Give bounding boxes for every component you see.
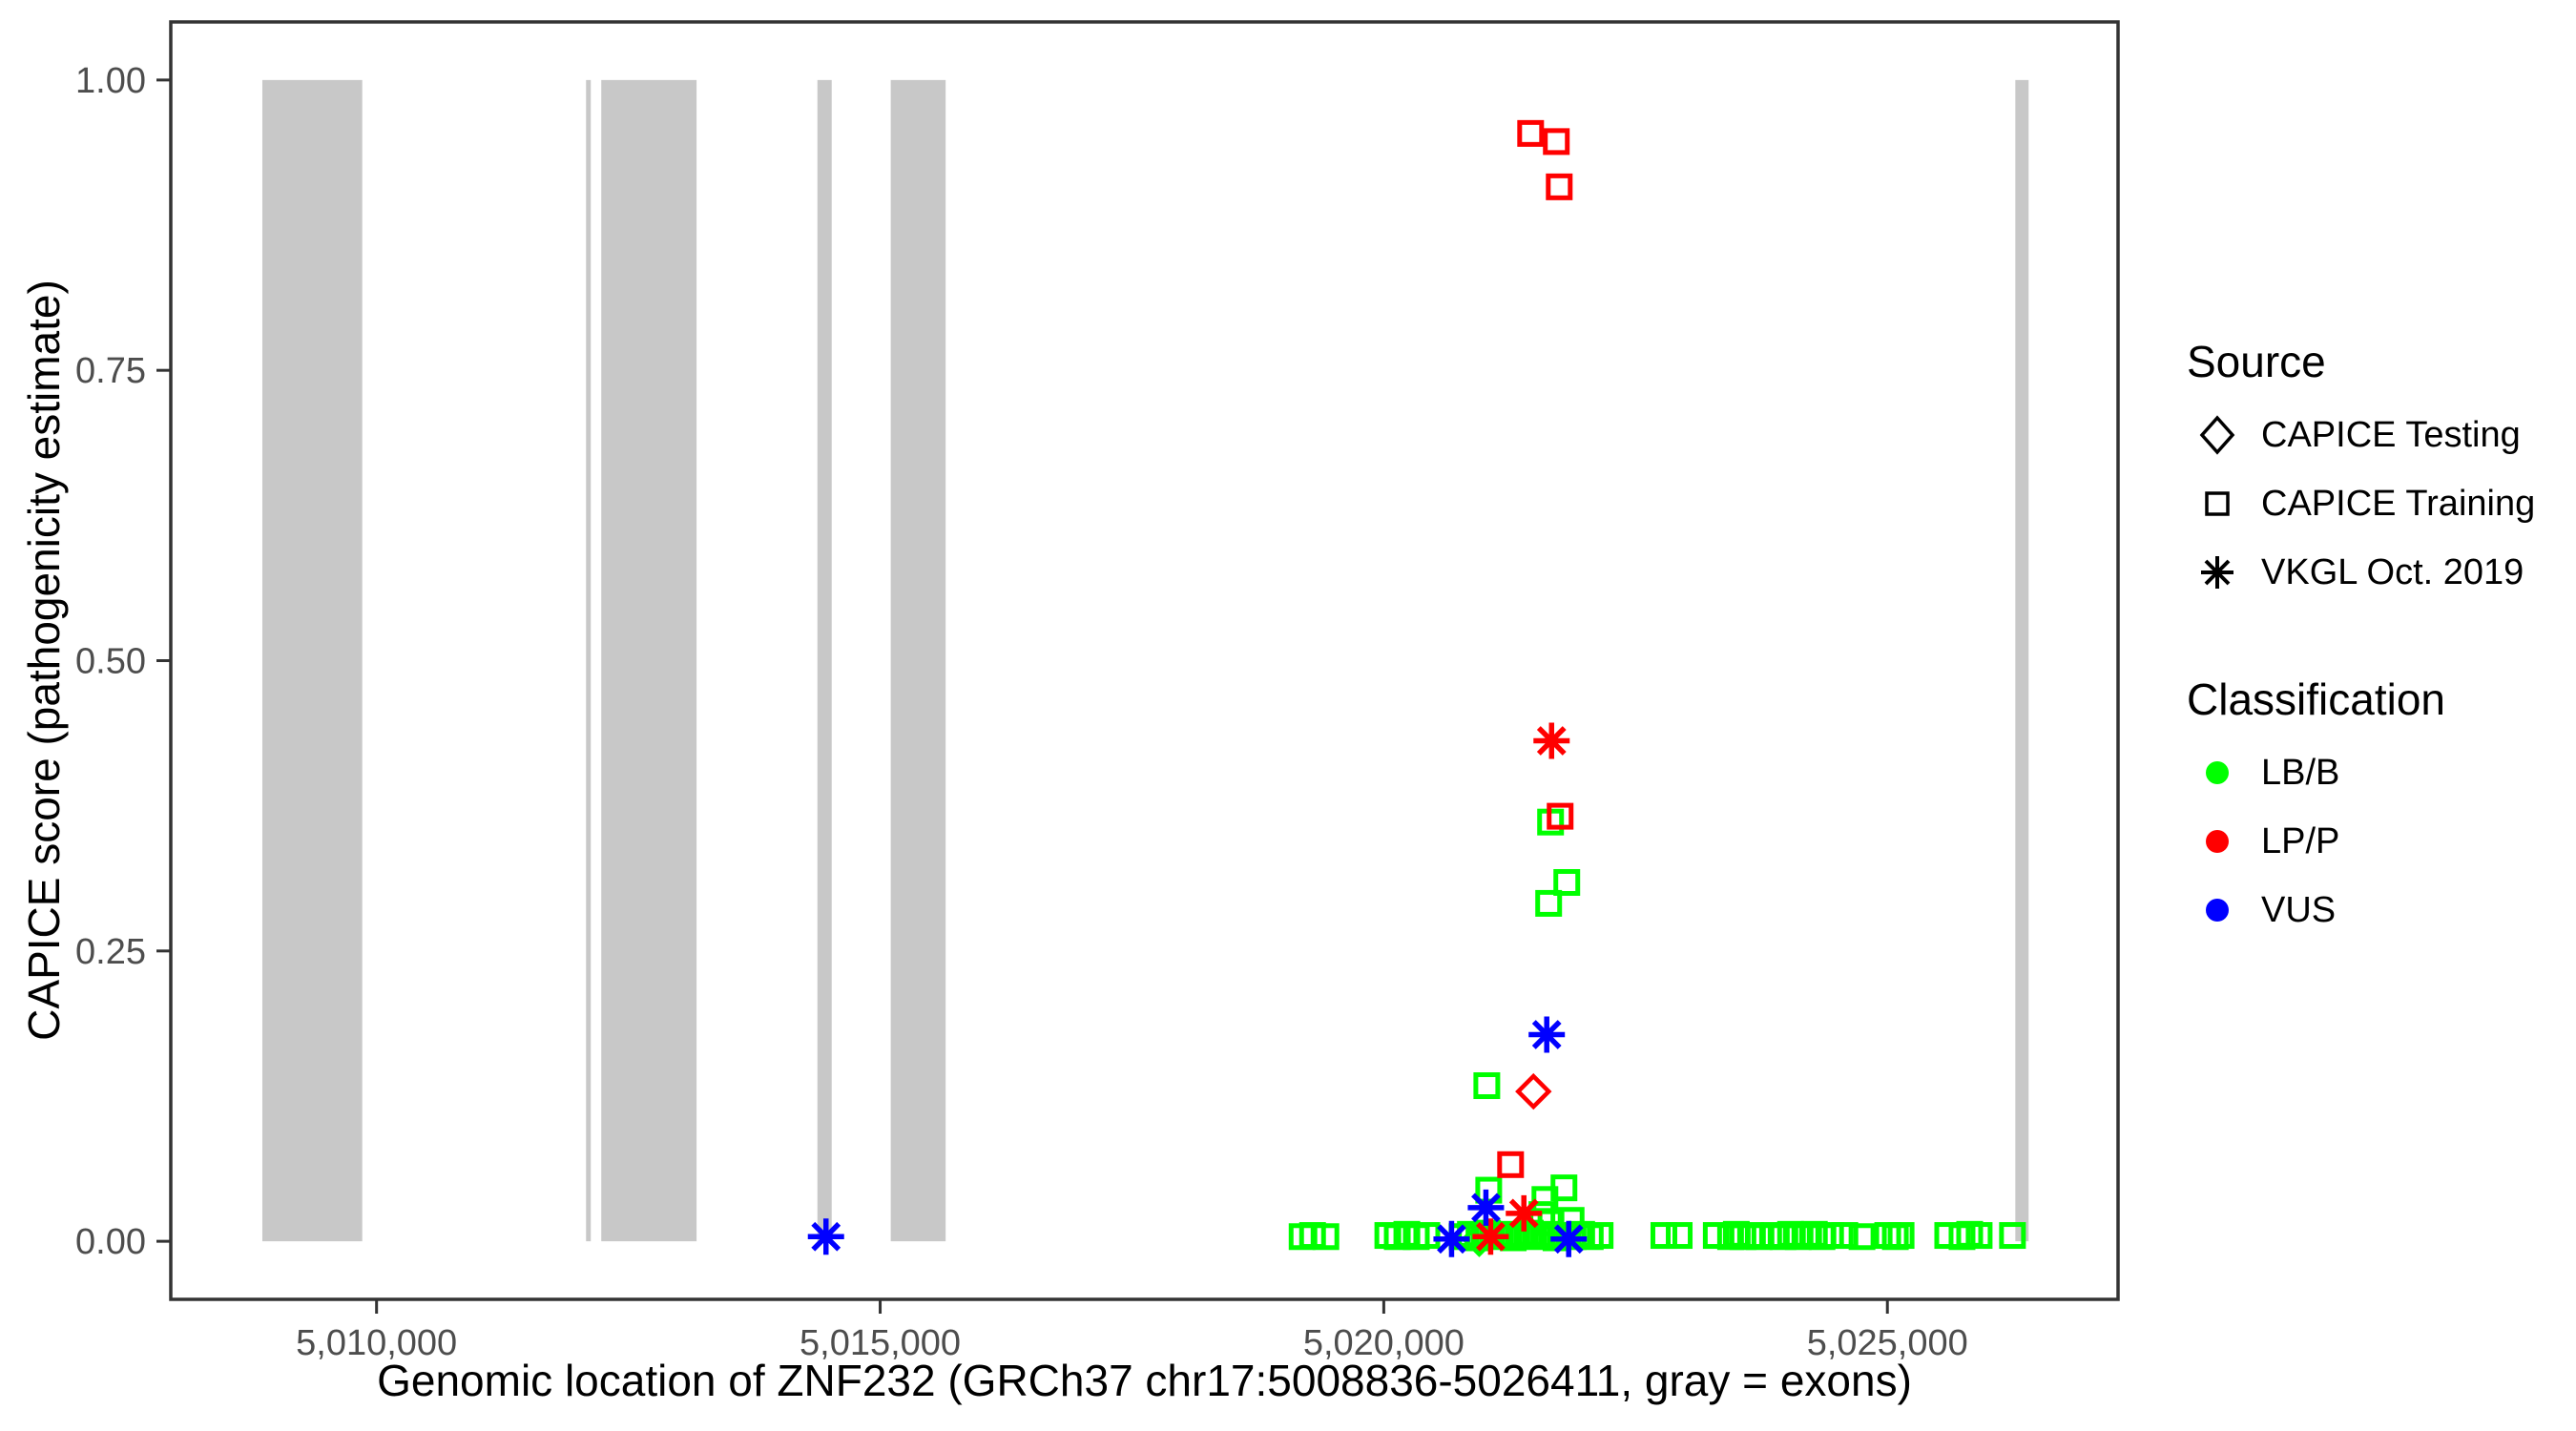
data-point	[1433, 1220, 1470, 1257]
exon-band	[586, 79, 592, 1242]
x-tick-label: 5,010,000	[296, 1323, 457, 1363]
lb-b-dot-icon	[2187, 742, 2248, 803]
data-point	[1550, 1220, 1588, 1257]
data-point	[1965, 1222, 1993, 1250]
y-tick-label: 0.00	[75, 1222, 146, 1262]
data-point	[1848, 1223, 1876, 1251]
y-tick-label: 0.25	[75, 932, 146, 972]
asterisk-icon	[2187, 542, 2248, 603]
legend-item: VUS	[2187, 876, 2568, 944]
legend-classification-title: Classification	[2187, 674, 2445, 724]
data-point	[1999, 1222, 2026, 1250]
legend-item-label: VKGL Oct. 2019	[2261, 551, 2524, 592]
legend-source-group: Source CAPICE Testing CAPICE Training	[2187, 336, 2568, 607]
legend-item-label: VUS	[2261, 889, 2337, 930]
data-point	[1553, 868, 1581, 896]
data-point	[1587, 1222, 1614, 1250]
legend-source-title: Source	[2187, 337, 2326, 386]
square-open-icon	[2187, 473, 2248, 534]
data-point	[1473, 1072, 1501, 1100]
data-point	[1543, 128, 1570, 156]
data-point	[1831, 1222, 1859, 1250]
panel-border	[169, 20, 2120, 1301]
legend-item: CAPICE Testing	[2187, 401, 2568, 469]
data-point	[1517, 119, 1545, 147]
data-point	[1497, 1151, 1525, 1178]
data-point	[1472, 1218, 1509, 1255]
lp-p-dot-icon	[2187, 811, 2248, 872]
legend-item: VKGL Oct. 2019	[2187, 538, 2568, 607]
legend-item: CAPICE Training	[2187, 469, 2568, 538]
data-point	[1528, 1016, 1566, 1053]
exon-band	[890, 79, 946, 1242]
legend-item-label: LP/P	[2261, 820, 2340, 861]
y-tick-label: 1.00	[75, 61, 146, 101]
data-point	[807, 1218, 844, 1255]
y-axis-title: CAPICE score (pathogenicity estimate)	[19, 280, 69, 1041]
data-point	[1547, 802, 1574, 830]
data-point	[1413, 1222, 1441, 1250]
diamond-open-icon	[2187, 404, 2248, 466]
data-point	[1817, 1222, 1844, 1250]
legend-item-label: CAPICE Testing	[2261, 414, 2521, 455]
legend-item-label: CAPICE Training	[2261, 483, 2536, 524]
data-point	[1312, 1223, 1340, 1251]
x-axis-title: Genomic location of ZNF232 (GRCh37 chr17…	[377, 1356, 1912, 1405]
data-point	[1887, 1222, 1915, 1250]
vus-dot-icon	[2187, 880, 2248, 941]
y-tick-label: 0.75	[75, 351, 146, 391]
y-tick-label: 0.50	[75, 642, 146, 682]
data-point	[1467, 1189, 1505, 1226]
exon-band	[817, 79, 832, 1242]
data-point	[1650, 1222, 1677, 1250]
x-tick-label: 5,025,000	[1807, 1323, 1968, 1363]
legend-classification-group: Classification LB/B LP/P	[2187, 674, 2568, 944]
data-point	[1533, 722, 1570, 759]
legend-item: LP/P	[2187, 807, 2568, 876]
data-point	[1666, 1222, 1693, 1250]
exon-band	[601, 79, 697, 1242]
exon-band	[261, 79, 363, 1242]
x-tick-label: 5,015,000	[800, 1323, 961, 1363]
data-point	[1535, 889, 1563, 917]
exon-band	[2015, 79, 2029, 1242]
data-point	[1515, 1072, 1552, 1110]
data-point	[1506, 1194, 1543, 1232]
legend: Source CAPICE Testing CAPICE Training	[2187, 336, 2568, 944]
legend-gap	[2187, 607, 2568, 674]
x-tick-label: 5,020,000	[1303, 1323, 1465, 1363]
data-point	[1546, 173, 1573, 200]
legend-item: LB/B	[2187, 738, 2568, 807]
legend-item-label: LB/B	[2261, 752, 2340, 793]
